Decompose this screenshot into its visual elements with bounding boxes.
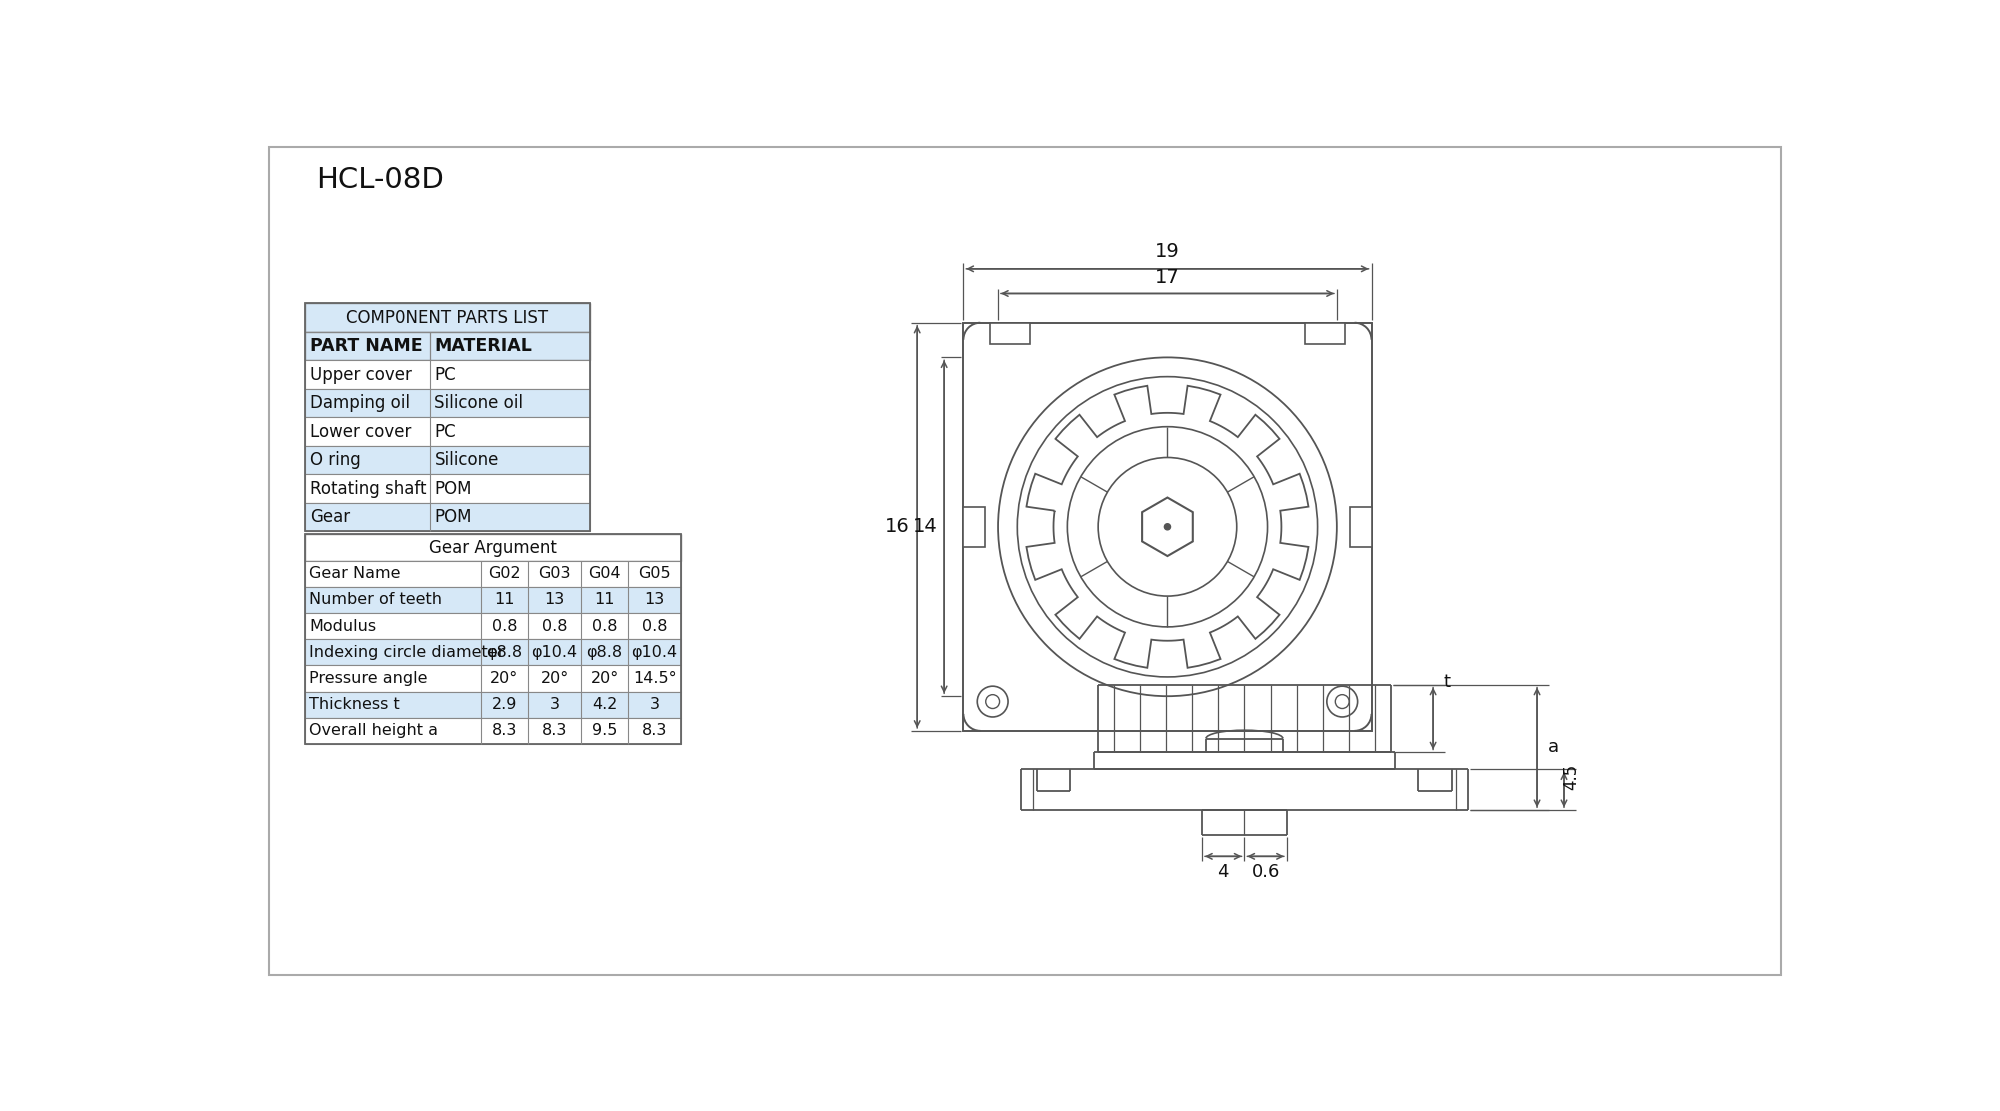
Bar — [306, 691, 680, 718]
Text: 13: 13 — [644, 592, 664, 608]
Text: PC: PC — [434, 422, 456, 441]
Text: φ10.4: φ10.4 — [632, 644, 678, 660]
Text: O ring: O ring — [310, 451, 360, 469]
Text: 11: 11 — [594, 592, 614, 608]
Text: PC: PC — [434, 366, 456, 383]
Text: Overall height a: Overall height a — [308, 723, 438, 739]
Text: COMP0NENT PARTS LIST: COMP0NENT PARTS LIST — [346, 309, 548, 327]
Text: φ8.8: φ8.8 — [486, 644, 522, 660]
Bar — [306, 418, 590, 446]
Text: a: a — [1548, 739, 1558, 757]
Text: 0.8: 0.8 — [642, 619, 668, 633]
Bar — [306, 718, 680, 744]
Bar — [306, 303, 590, 332]
Text: 0.8: 0.8 — [542, 619, 568, 633]
Bar — [306, 534, 680, 744]
Text: Upper cover: Upper cover — [310, 366, 412, 383]
Bar — [306, 360, 590, 389]
Text: Rotating shaft: Rotating shaft — [310, 480, 426, 498]
Text: 0.6: 0.6 — [1252, 862, 1280, 881]
Text: 3: 3 — [550, 698, 560, 712]
Text: Modulus: Modulus — [308, 619, 376, 633]
Bar — [306, 389, 590, 418]
Bar — [306, 332, 590, 360]
Text: Silicone: Silicone — [434, 451, 498, 469]
Text: 20°: 20° — [490, 671, 518, 685]
Text: Damping oil: Damping oil — [310, 394, 410, 412]
Circle shape — [1164, 523, 1170, 530]
Text: 0.8: 0.8 — [592, 619, 618, 633]
Bar — [990, 322, 1030, 344]
Text: POM: POM — [434, 480, 472, 498]
Text: Number of teeth: Number of teeth — [308, 592, 442, 608]
Text: 14: 14 — [914, 518, 938, 537]
Text: 13: 13 — [544, 592, 564, 608]
Text: POM: POM — [434, 508, 472, 527]
Bar — [964, 322, 1372, 731]
Text: 4.2: 4.2 — [592, 698, 618, 712]
Bar — [306, 503, 590, 531]
Text: 19: 19 — [1156, 242, 1180, 261]
Text: 8.3: 8.3 — [542, 723, 568, 739]
Text: G03: G03 — [538, 567, 570, 581]
Text: HCL-08D: HCL-08D — [316, 167, 444, 194]
Text: 20°: 20° — [540, 671, 568, 685]
Bar — [306, 534, 680, 561]
Text: t: t — [1444, 673, 1450, 691]
Bar — [306, 639, 680, 665]
Bar — [1350, 507, 1372, 547]
Text: Silicone oil: Silicone oil — [434, 394, 524, 412]
Text: 9.5: 9.5 — [592, 723, 618, 739]
Text: φ10.4: φ10.4 — [532, 644, 578, 660]
Text: G05: G05 — [638, 567, 670, 581]
Bar — [964, 507, 984, 547]
Bar — [306, 474, 590, 503]
Text: φ8.8: φ8.8 — [586, 644, 622, 660]
Bar — [306, 613, 680, 639]
Text: 20°: 20° — [590, 671, 618, 685]
Text: Pressure angle: Pressure angle — [308, 671, 428, 685]
Text: Lower cover: Lower cover — [310, 422, 412, 441]
Text: Thickness t: Thickness t — [308, 698, 400, 712]
Bar — [1306, 322, 1346, 344]
Text: G02: G02 — [488, 567, 520, 581]
Text: 0.8: 0.8 — [492, 619, 518, 633]
Text: PART NAME: PART NAME — [310, 338, 422, 356]
Text: Gear Name: Gear Name — [308, 567, 400, 581]
Bar — [306, 561, 680, 587]
Text: 17: 17 — [1156, 269, 1180, 288]
Text: Gear: Gear — [310, 508, 350, 527]
Text: 16: 16 — [884, 518, 910, 537]
Bar — [306, 587, 680, 613]
Bar — [306, 665, 680, 691]
Text: 8.3: 8.3 — [642, 723, 668, 739]
Text: G04: G04 — [588, 567, 620, 581]
Text: 4: 4 — [1218, 862, 1230, 881]
Text: Gear Argument: Gear Argument — [428, 539, 556, 557]
Text: 2.9: 2.9 — [492, 698, 518, 712]
Bar — [306, 303, 590, 531]
Text: 14.5°: 14.5° — [632, 671, 676, 685]
Text: 11: 11 — [494, 592, 514, 608]
Text: Indexing circle diameter: Indexing circle diameter — [308, 644, 504, 660]
Text: 8.3: 8.3 — [492, 723, 518, 739]
Text: 4.5: 4.5 — [1562, 763, 1580, 790]
Bar — [306, 446, 590, 474]
Text: MATERIAL: MATERIAL — [434, 338, 532, 356]
Text: 3: 3 — [650, 698, 660, 712]
